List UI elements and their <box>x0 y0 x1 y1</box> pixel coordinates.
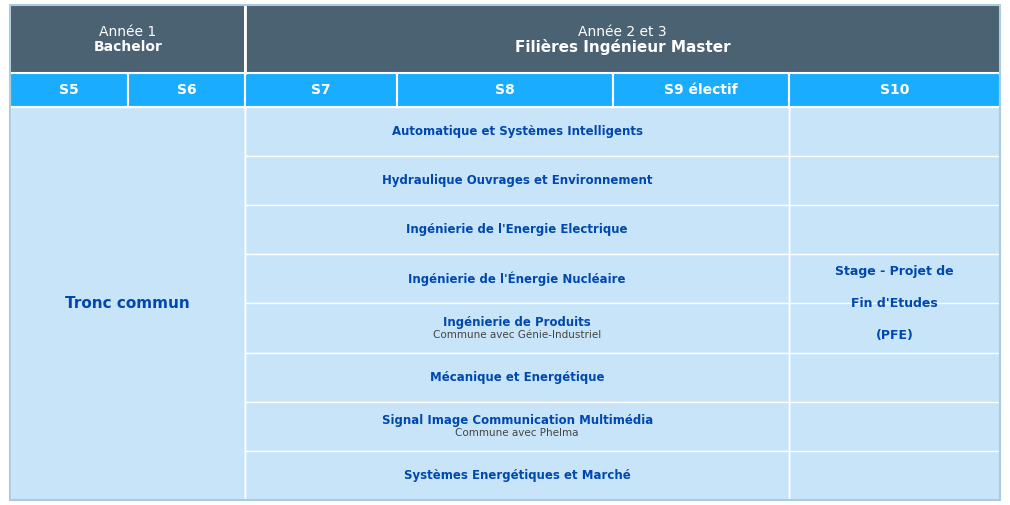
Text: S9 électif: S9 électif <box>664 83 737 97</box>
Text: Signal Image Communication Multimédia: Signal Image Communication Multimédia <box>382 414 652 427</box>
Text: Année 1: Année 1 <box>99 25 157 39</box>
Text: Fin d'Etudes: Fin d'Etudes <box>851 297 938 310</box>
Bar <box>245 304 789 352</box>
Bar <box>10 73 127 107</box>
Text: Commune avec Génie-Industriel: Commune avec Génie-Industriel <box>433 330 601 340</box>
Text: Commune avec Phelma: Commune avec Phelma <box>456 428 579 438</box>
Bar <box>245 255 789 304</box>
Text: Automatique et Systèmes Intelligents: Automatique et Systèmes Intelligents <box>392 125 642 138</box>
Bar <box>10 5 245 73</box>
Bar <box>613 73 789 107</box>
Text: Mécanique et Energétique: Mécanique et Energétique <box>430 371 604 384</box>
Text: Année 2 et 3: Année 2 et 3 <box>579 25 667 39</box>
Bar <box>245 107 789 156</box>
Bar <box>245 205 789 255</box>
Text: Ingénierie de Produits: Ingénierie de Produits <box>443 316 591 329</box>
Text: Bachelor: Bachelor <box>93 40 163 54</box>
Bar <box>245 401 789 451</box>
Text: Filières Ingénieur Master: Filières Ingénieur Master <box>515 39 730 55</box>
Text: Tronc commun: Tronc commun <box>66 296 190 311</box>
Bar <box>397 73 613 107</box>
Text: Hydraulique Ouvrages et Environnement: Hydraulique Ouvrages et Environnement <box>382 174 652 187</box>
Text: (PFE): (PFE) <box>876 329 913 342</box>
Bar <box>245 451 789 500</box>
Text: Systèmes Energétiques et Marché: Systèmes Energétiques et Marché <box>404 469 630 482</box>
Text: Ingénierie de l'Energie Electrique: Ingénierie de l'Energie Electrique <box>406 223 628 236</box>
Bar <box>789 73 1000 107</box>
Text: Stage - Projet de: Stage - Projet de <box>835 265 953 278</box>
Text: S6: S6 <box>177 83 196 97</box>
Text: Ingénierie de l'Énergie Nucléaire: Ingénierie de l'Énergie Nucléaire <box>408 272 626 286</box>
Bar <box>245 352 789 401</box>
Bar <box>245 5 1000 73</box>
Text: S10: S10 <box>880 83 909 97</box>
Bar <box>245 156 789 205</box>
Bar <box>127 73 245 107</box>
Bar <box>10 107 245 500</box>
Text: S5: S5 <box>59 83 79 97</box>
Bar <box>789 107 1000 500</box>
Text: S8: S8 <box>495 83 515 97</box>
Bar <box>10 107 1000 500</box>
Text: S7: S7 <box>311 83 331 97</box>
Bar <box>245 73 397 107</box>
